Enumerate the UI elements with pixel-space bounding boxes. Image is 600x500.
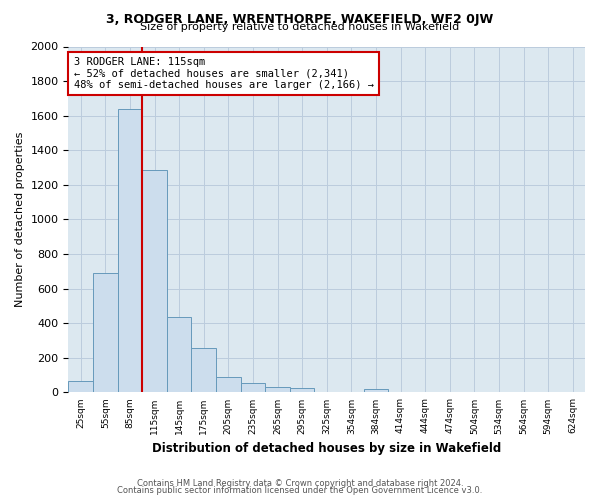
Bar — [364, 389, 388, 392]
Bar — [216, 377, 241, 392]
Bar — [68, 381, 93, 392]
Bar — [191, 348, 216, 393]
Text: Contains HM Land Registry data © Crown copyright and database right 2024.: Contains HM Land Registry data © Crown c… — [137, 478, 463, 488]
Bar — [167, 317, 191, 392]
Y-axis label: Number of detached properties: Number of detached properties — [15, 132, 25, 307]
Bar — [93, 273, 118, 392]
X-axis label: Distribution of detached houses by size in Wakefield: Distribution of detached houses by size … — [152, 442, 502, 455]
Text: Size of property relative to detached houses in Wakefield: Size of property relative to detached ho… — [140, 22, 460, 32]
Text: 3, RODGER LANE, WRENTHORPE, WAKEFIELD, WF2 0JW: 3, RODGER LANE, WRENTHORPE, WAKEFIELD, W… — [106, 12, 494, 26]
Bar — [241, 383, 265, 392]
Bar — [118, 109, 142, 393]
Bar — [142, 170, 167, 392]
Text: 3 RODGER LANE: 115sqm
← 52% of detached houses are smaller (2,341)
48% of semi-d: 3 RODGER LANE: 115sqm ← 52% of detached … — [74, 57, 374, 90]
Text: Contains public sector information licensed under the Open Government Licence v3: Contains public sector information licen… — [118, 486, 482, 495]
Bar — [265, 387, 290, 392]
Bar — [290, 388, 314, 392]
